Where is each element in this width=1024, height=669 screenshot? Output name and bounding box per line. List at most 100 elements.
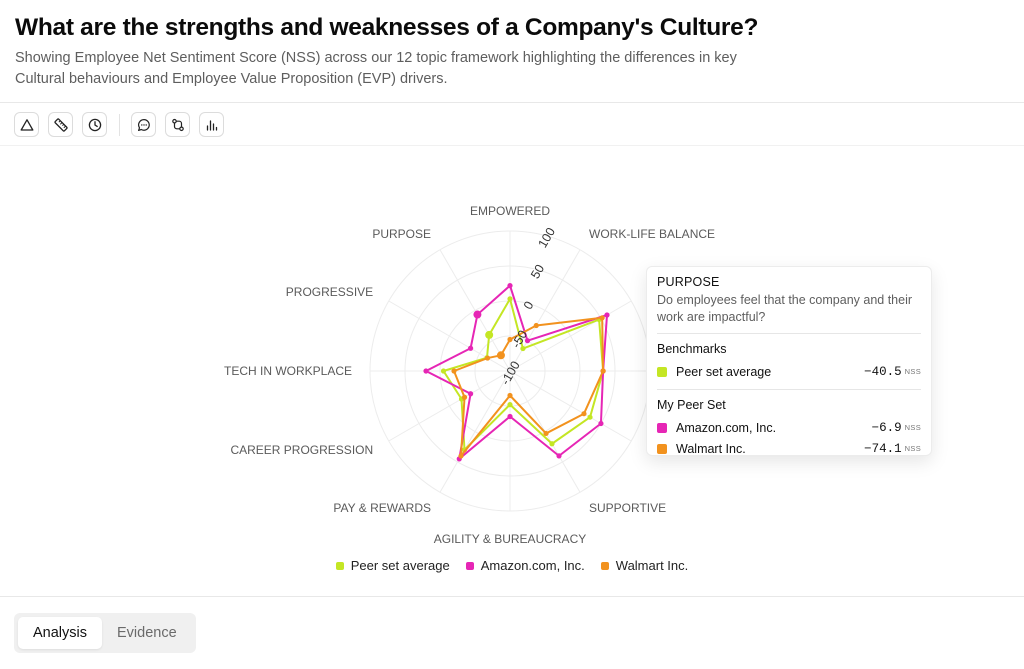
series-point <box>467 345 474 351</box>
amazon-swatch <box>657 422 667 433</box>
radial-tick-label: -100 <box>498 359 523 388</box>
bar-chart-button[interactable] <box>199 112 224 137</box>
tooltip-description: Do employees feel that the company and t… <box>657 293 913 324</box>
series-point <box>458 453 464 459</box>
peer-average-swatch <box>335 561 344 570</box>
tooltip-row-value: −6.9 <box>871 420 902 435</box>
legend-label: Peer set average <box>350 558 450 573</box>
series-point <box>473 310 482 319</box>
series-point <box>484 355 491 361</box>
radial-tick-label: 100 <box>535 225 558 250</box>
series-point <box>507 283 513 289</box>
tooltip-unit: NSS <box>904 367 921 376</box>
legend-item-peer-average[interactable]: Peer set average <box>335 558 450 573</box>
toolbar <box>14 112 233 137</box>
radar-series <box>423 283 610 462</box>
series-point <box>556 453 562 459</box>
clock-button[interactable] <box>82 112 107 137</box>
tooltip-row-label: Peer set average <box>676 364 772 379</box>
series-point <box>507 296 513 302</box>
series-point <box>533 322 539 329</box>
radial-tick-label: 0 <box>521 299 537 312</box>
purpose-tooltip: PURPOSE Do employees feel that the compa… <box>646 266 932 456</box>
tooltip-row-value: −40.5 <box>864 364 902 379</box>
grid-spoke <box>439 370 511 493</box>
tooltip-row-label: Amazon.com, Inc. <box>676 420 777 435</box>
compare-icon <box>171 118 184 131</box>
series-point <box>599 315 605 321</box>
walmart-swatch <box>657 443 667 454</box>
axis-label: SUPPORTIVE <box>589 501 666 515</box>
page-subtitle: Showing Employee Net Sentiment Score (NS… <box>15 50 737 87</box>
grid-spoke <box>509 370 632 442</box>
series-point <box>507 402 513 408</box>
toolbar-separator <box>119 113 120 136</box>
axis-label: TECH IN WORKPLACE <box>224 364 352 378</box>
tab-evidence[interactable]: Evidence <box>117 625 177 641</box>
tooltip-row-walmart: Walmart Inc. −74.1 NSS <box>657 438 921 459</box>
series-point <box>587 414 593 420</box>
tooltip-unit: NSS <box>904 444 921 453</box>
ruler-button[interactable] <box>48 112 73 137</box>
clock-icon <box>88 118 101 131</box>
triangle-icon <box>20 118 33 131</box>
series-point <box>461 394 468 400</box>
tooltip-peerset-heading: My Peer Set <box>657 398 726 412</box>
series-point <box>543 430 549 437</box>
grid-spoke <box>388 370 511 442</box>
divider <box>657 333 921 334</box>
tooltip-row-label: Walmart Inc. <box>676 441 746 456</box>
series-point <box>496 351 505 360</box>
tooltip-row-amazon: Amazon.com, Inc. −6.9 NSS <box>657 417 921 438</box>
bar-chart-icon <box>206 119 217 131</box>
axis-label: PURPOSE <box>372 227 431 241</box>
divider <box>657 389 921 390</box>
axis-label: PAY & REWARDS <box>333 501 431 515</box>
radial-tick-label: 50 <box>528 262 547 281</box>
series-point <box>524 338 531 344</box>
grid-spoke <box>509 300 632 372</box>
series-point <box>507 413 513 420</box>
axis-label: EMPOWERED <box>470 204 550 218</box>
peer-average-swatch <box>657 366 667 377</box>
page-title: What are the strengths and weaknesses of… <box>15 14 759 41</box>
legend-item-amazon[interactable]: Amazon.com, Inc. <box>465 558 585 573</box>
series-point <box>467 391 474 397</box>
legend-label: Amazon.com, Inc. <box>480 558 585 573</box>
chart-legend: Peer set average Amazon.com, Inc. Walmar… <box>0 558 1024 573</box>
series-point <box>485 330 494 339</box>
comment-button[interactable] <box>131 112 156 137</box>
series-point <box>549 441 555 447</box>
divider <box>0 596 1024 597</box>
triangle-button[interactable] <box>14 112 39 137</box>
header: What are the strengths and weaknesses of… <box>15 12 1004 90</box>
divider <box>0 145 1024 146</box>
series-point <box>581 411 587 417</box>
tooltip-row-peer-average: Peer set average −40.5 NSS <box>657 361 921 382</box>
axis-label: PROGRESSIVE <box>286 285 373 299</box>
compare-button[interactable] <box>165 112 190 137</box>
axis-label: CAREER PROGRESSION <box>230 443 373 457</box>
comment-icon <box>137 118 150 131</box>
ruler-icon <box>53 117 68 132</box>
amazon-swatch <box>465 561 474 570</box>
view-tabs: Analysis Evidence <box>14 613 196 653</box>
tooltip-unit: NSS <box>904 423 921 432</box>
axis-label: AGILITY & BUREAUCRACY <box>434 532 586 546</box>
legend-item-walmart[interactable]: Walmart Inc. <box>600 558 688 573</box>
tooltip-title: PURPOSE <box>657 275 720 289</box>
series-point <box>600 368 606 374</box>
series-point <box>451 368 457 374</box>
series-point <box>507 336 513 343</box>
series-point <box>423 368 429 374</box>
grid-spoke <box>439 249 511 372</box>
walmart-swatch <box>600 561 609 570</box>
axis-label: WORK-LIFE BALANCE <box>589 227 715 241</box>
tab-analysis[interactable]: Analysis <box>18 617 102 649</box>
series-point <box>440 368 447 374</box>
tooltip-row-value: −74.1 <box>864 441 902 456</box>
divider <box>0 102 1024 103</box>
